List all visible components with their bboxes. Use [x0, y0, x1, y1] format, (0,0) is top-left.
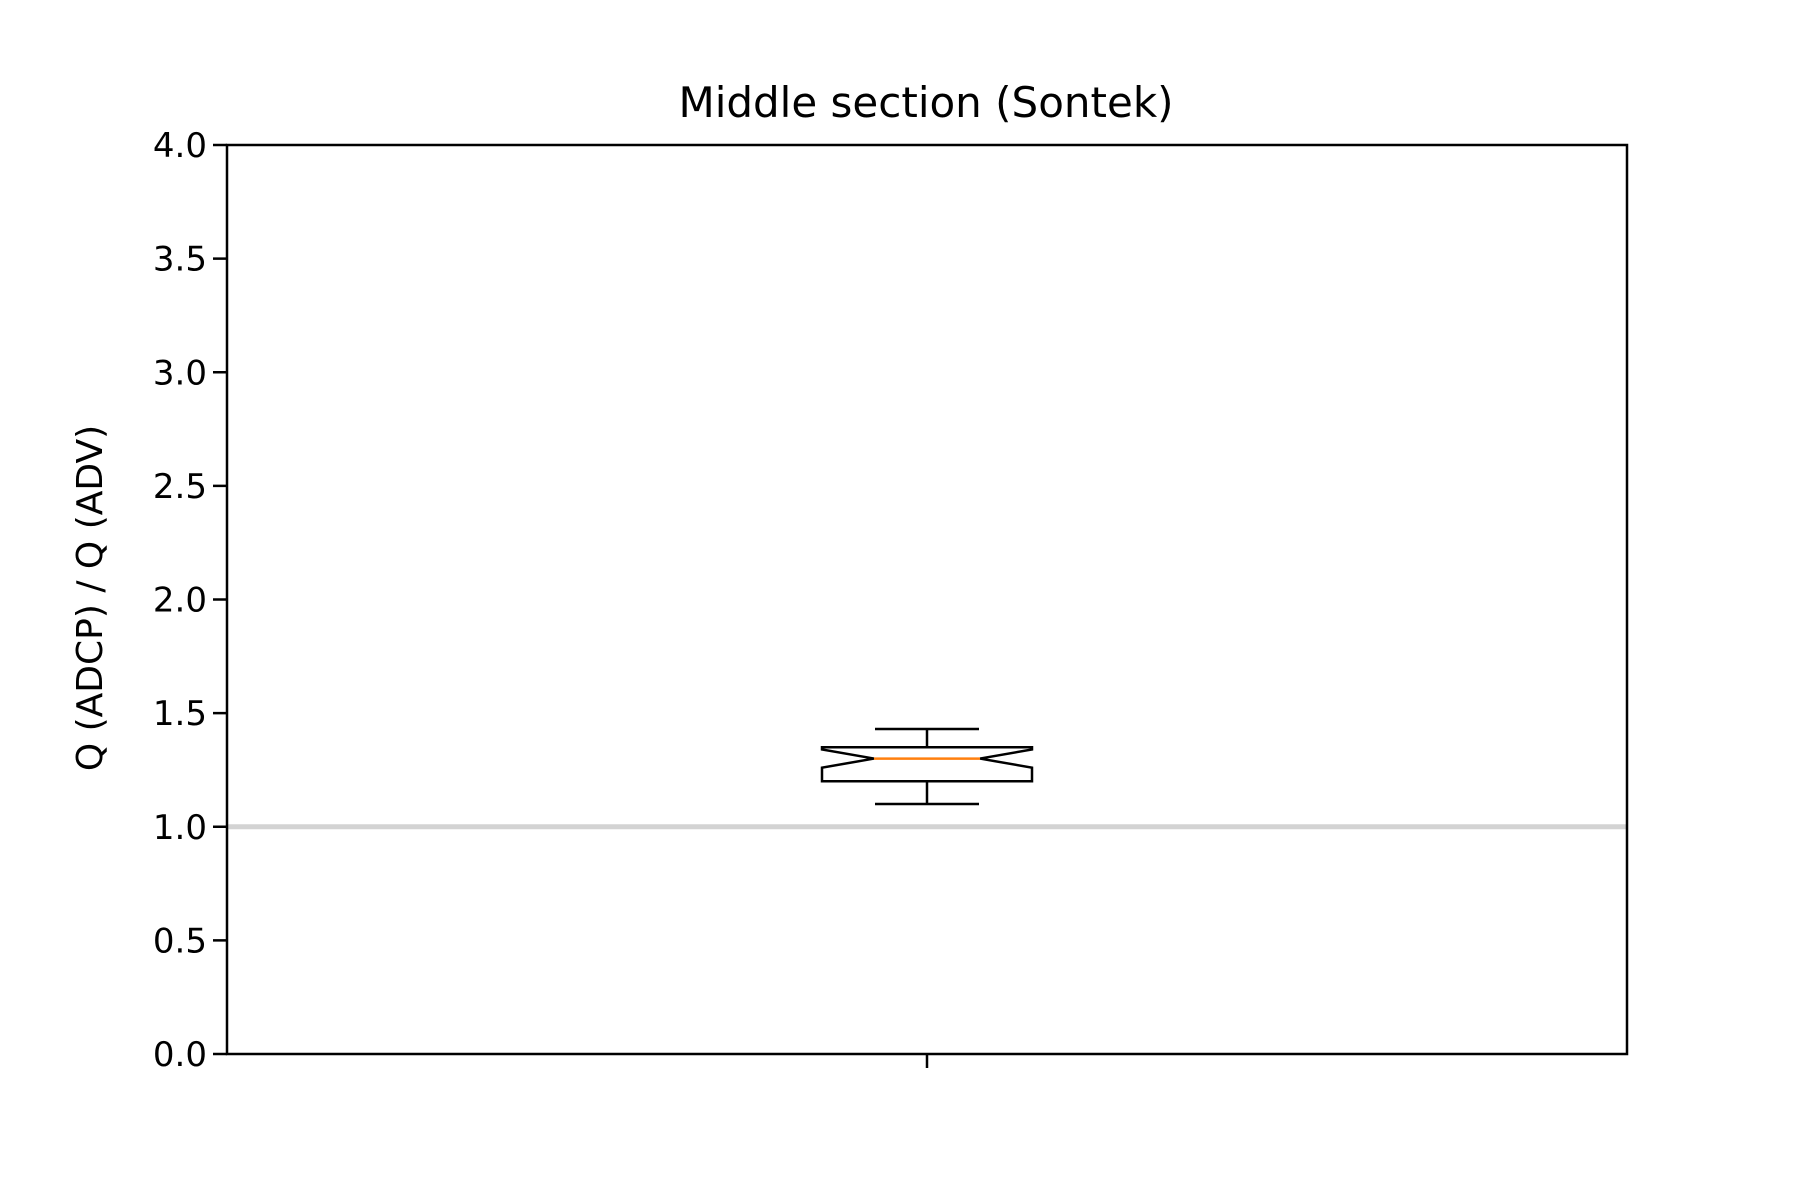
y-tick-label: 2.0 — [153, 581, 207, 621]
y-tick-label: 1.0 — [153, 808, 207, 848]
y-tick-label: 4.0 — [153, 126, 207, 166]
axis-ticks: 0.0 0.5 1.0 1.5 2.0 2.5 3.0 3.5 4.0 — [153, 126, 929, 1075]
chart-title: Middle section (Sontek) — [678, 78, 1173, 127]
y-tick-label: 0.0 — [153, 1035, 207, 1075]
y-tick-label: 2.5 — [153, 467, 207, 507]
notched-box — [820, 745, 1034, 783]
y-tick-label: 3.5 — [153, 240, 207, 280]
y-tick-label: 0.5 — [153, 921, 207, 961]
y-tick-label: 1.5 — [153, 694, 207, 734]
y-axis-label: Q (ADCP) / Q (ADV) — [70, 425, 111, 771]
axes-frame — [225, 143, 1629, 1056]
plot-area — [227, 727, 1627, 830]
y-tick-label: 3.0 — [153, 353, 207, 393]
